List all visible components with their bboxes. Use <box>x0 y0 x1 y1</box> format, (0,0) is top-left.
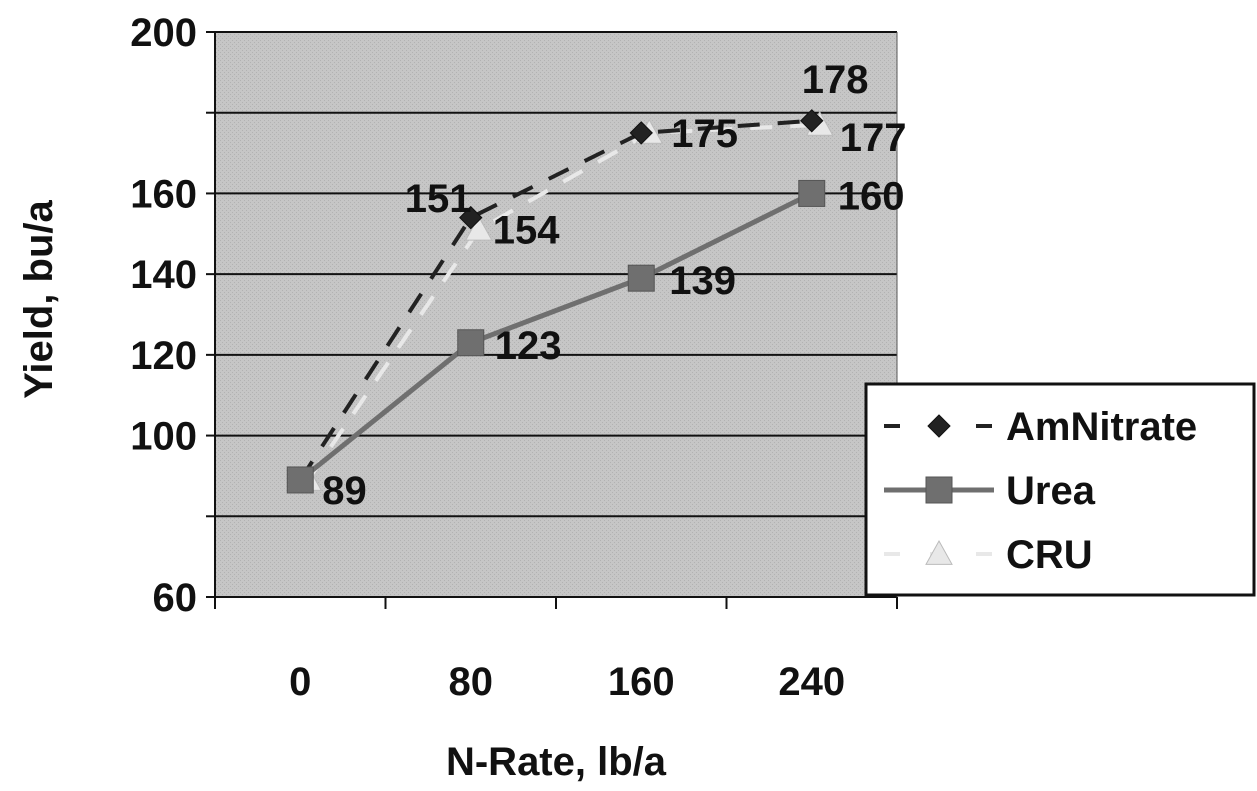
legend: AmNitrate Urea CRU <box>864 382 1256 597</box>
legend-swatch-marker <box>925 476 953 504</box>
data-point-urea <box>457 329 485 357</box>
series-urea <box>286 179 826 494</box>
series-line-cru <box>306 122 820 482</box>
data-label-urea: 89 <box>322 469 367 513</box>
y-tick-label: 100 <box>130 415 197 459</box>
legend-label: AmNitrate <box>1006 405 1197 449</box>
y-axis-title: Yield, bu/a <box>17 199 61 398</box>
plot-area-background <box>215 32 897 597</box>
y-tick-label: 120 <box>130 334 197 378</box>
y-tick-label: 200 <box>130 11 197 55</box>
data-label-amnitrate: 154 <box>493 209 560 253</box>
series-lines <box>286 109 834 494</box>
legend-label: Urea <box>1006 469 1096 513</box>
data-label-cru: 177 <box>840 116 907 160</box>
data-labels: 151 177 154 175 178 89 123 139 160 <box>322 58 906 513</box>
legend-item-cru: CRU <box>884 533 1093 577</box>
legend-swatch-marker <box>925 539 953 565</box>
y-tick-label: 160 <box>130 172 197 216</box>
axes: 60 100 120 140 160 200 0 80 160 240 <box>130 11 898 704</box>
y-tick-label: 60 <box>153 576 198 620</box>
data-point-cru <box>464 215 493 241</box>
data-point-urea <box>627 264 655 292</box>
x-axis-title: N-Rate, lb/a <box>446 740 667 784</box>
data-point-amnitrate <box>629 121 653 145</box>
data-label-amnitrate: 175 <box>671 112 738 156</box>
x-tick-label: 0 <box>289 660 311 704</box>
x-tick-label: 240 <box>778 660 845 704</box>
data-label-urea: 123 <box>495 324 562 368</box>
data-label-urea: 139 <box>669 259 736 303</box>
data-point-urea <box>286 466 314 494</box>
series-line-amnitrate <box>298 118 812 482</box>
legend-item-urea: Urea <box>884 469 1096 513</box>
data-label-urea: 160 <box>838 174 905 218</box>
data-label-amnitrate: 178 <box>802 58 869 102</box>
data-point-amnitrate <box>459 205 483 230</box>
data-point-amnitrate <box>800 109 824 133</box>
legend-label: CRU <box>1006 533 1093 577</box>
x-tick-label: 80 <box>449 660 494 704</box>
series-line-urea <box>298 191 813 482</box>
data-label-cru: 151 <box>405 177 472 221</box>
x-tick-label: 160 <box>608 660 675 704</box>
legend-item-amnitrate: AmNitrate <box>884 405 1197 449</box>
y-tick-label: 140 <box>130 253 197 297</box>
data-point-urea <box>798 179 826 207</box>
legend-swatch-marker <box>927 414 951 438</box>
